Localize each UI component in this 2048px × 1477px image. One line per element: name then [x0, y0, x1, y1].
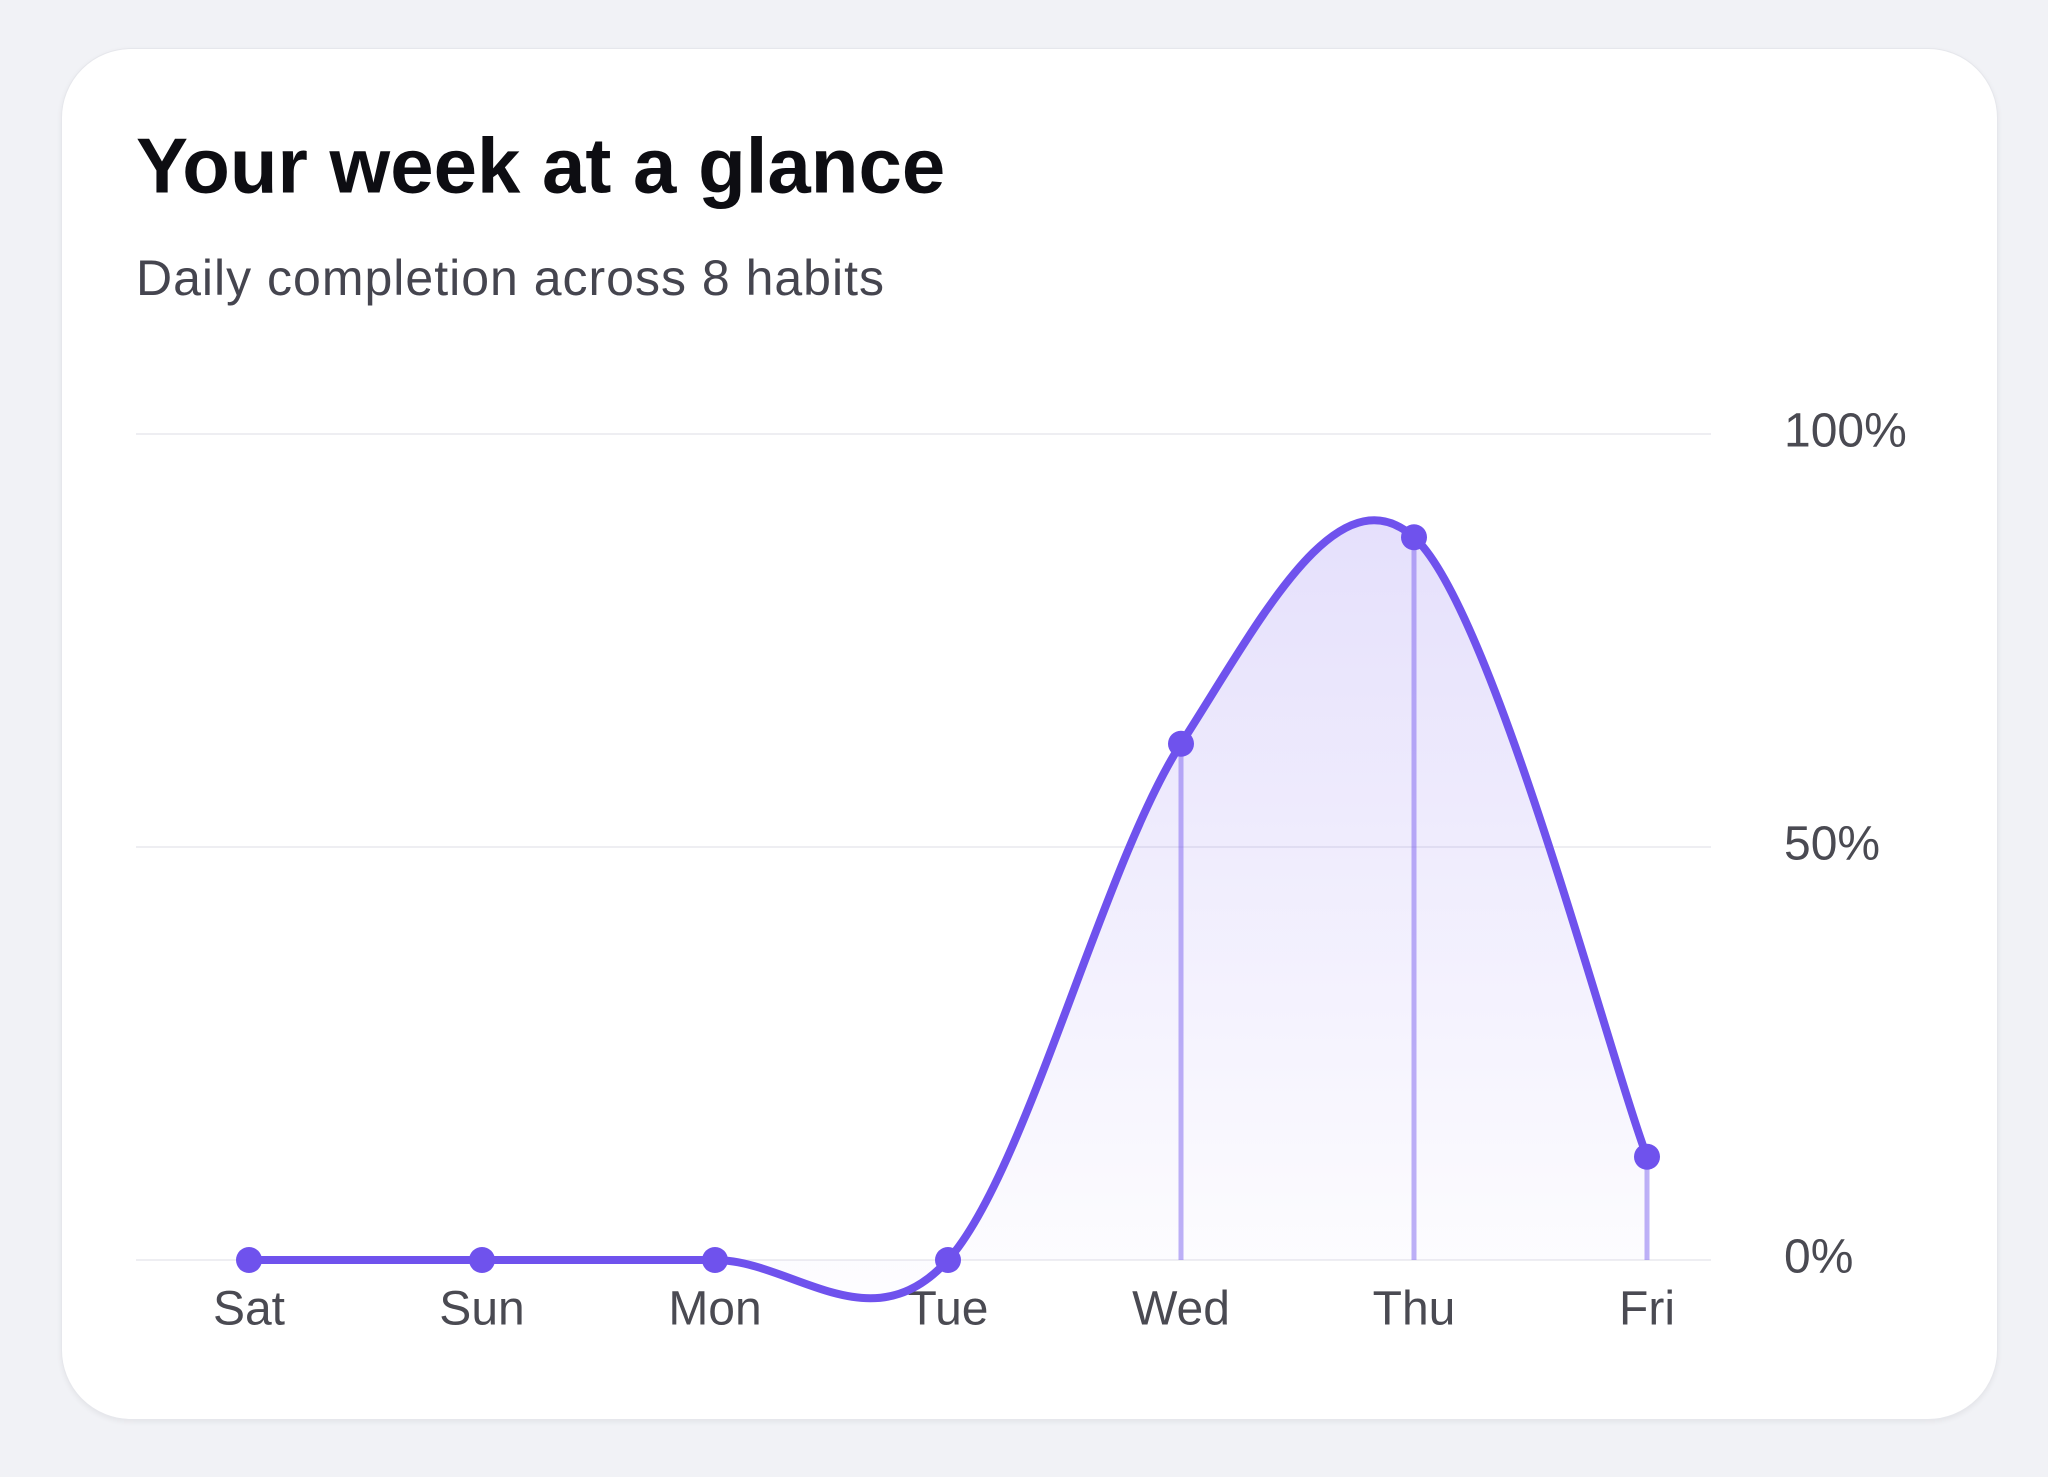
chart-subtitle: Daily completion across 8 habits [136, 250, 885, 306]
point [469, 1247, 495, 1273]
line [245, 516, 1651, 1303]
chart-title: Your week at a glance [136, 122, 945, 210]
point [236, 1247, 262, 1273]
point [1634, 1143, 1660, 1170]
x-tick-label: Sun [439, 1283, 524, 1336]
y-tick-label: 50% [1784, 818, 1880, 871]
y-tick-label: 100% [1784, 405, 1907, 458]
point [702, 1247, 728, 1273]
point [1401, 524, 1427, 551]
x-tick-label: Tue [908, 1283, 989, 1336]
x-tick-label: Fri [1619, 1283, 1675, 1336]
x-tick-label: Thu [1373, 1283, 1456, 1336]
point [935, 1247, 961, 1273]
area [249, 520, 1647, 1299]
x-tick-label: Mon [668, 1283, 761, 1336]
point [1168, 730, 1194, 757]
y-tick-label: 0% [1784, 1231, 1853, 1284]
x-tick-label: Sat [213, 1283, 285, 1336]
x-tick-label: Wed [1132, 1283, 1230, 1336]
